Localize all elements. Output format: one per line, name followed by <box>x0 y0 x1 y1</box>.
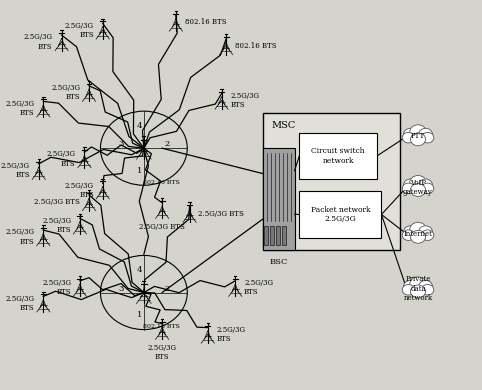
Text: BSC: BSC <box>269 258 288 266</box>
Text: 1: 1 <box>136 167 142 175</box>
Circle shape <box>402 230 415 240</box>
Circle shape <box>403 128 417 140</box>
Text: 2.5G/3G BTS: 2.5G/3G BTS <box>139 223 185 231</box>
Text: Packet network
2.5G/3G: Packet network 2.5G/3G <box>310 206 370 223</box>
Circle shape <box>421 183 434 193</box>
Circle shape <box>411 184 426 197</box>
Bar <box>263 148 295 250</box>
Text: 3: 3 <box>118 140 124 148</box>
Circle shape <box>421 285 434 295</box>
Text: 2.5G/3G
BTS: 2.5G/3G BTS <box>65 181 94 199</box>
Text: 2.5G/3G
BTS: 2.5G/3G BTS <box>244 279 273 296</box>
Circle shape <box>403 226 417 238</box>
Text: 2.5G/3G BTS: 2.5G/3G BTS <box>199 209 244 218</box>
Text: 2.5G/3G
BTS: 2.5G/3G BTS <box>230 92 259 109</box>
Circle shape <box>402 285 415 295</box>
Circle shape <box>410 125 426 139</box>
Circle shape <box>402 132 415 143</box>
Circle shape <box>403 179 417 191</box>
Circle shape <box>410 277 426 291</box>
Bar <box>276 226 280 245</box>
Circle shape <box>411 133 426 146</box>
Text: 2.5G/3G
BTS: 2.5G/3G BTS <box>5 294 34 312</box>
Text: 2.5G/3G
BTS: 2.5G/3G BTS <box>5 99 34 117</box>
Bar <box>299 191 381 238</box>
Text: 2.5G/3G
BTS: 2.5G/3G BTS <box>47 150 76 168</box>
Bar <box>299 133 377 179</box>
Text: 2.5G/3G
BTS: 2.5G/3G BTS <box>5 228 34 246</box>
Text: 2.5G/3G
BTS: 2.5G/3G BTS <box>217 326 246 343</box>
Text: MSC: MSC <box>272 121 296 130</box>
Circle shape <box>402 183 415 193</box>
Text: 2.5G/3G
BTS: 2.5G/3G BTS <box>42 279 71 296</box>
Text: Internet: Internet <box>403 230 432 238</box>
Text: 2.5G/3G
BTS: 2.5G/3G BTS <box>1 162 30 179</box>
Circle shape <box>421 132 434 143</box>
Circle shape <box>419 280 432 292</box>
Text: 2.5G/3G BTS: 2.5G/3G BTS <box>34 198 80 206</box>
Text: 2.5G/3G
BTS: 2.5G/3G BTS <box>51 84 80 101</box>
Text: 2.5G/3G
BTS: 2.5G/3G BTS <box>24 33 53 51</box>
Text: 1: 1 <box>136 311 142 319</box>
Text: 802.16 BTS: 802.16 BTS <box>235 42 277 50</box>
Text: PTT: PTT <box>411 133 425 140</box>
Text: Private
data
network: Private data network <box>403 275 432 302</box>
Circle shape <box>411 285 426 298</box>
Circle shape <box>403 280 417 292</box>
Circle shape <box>419 179 432 191</box>
Circle shape <box>410 222 426 236</box>
Text: 2.5G/3G
BTS: 2.5G/3G BTS <box>65 21 94 39</box>
Bar <box>264 226 268 245</box>
Text: 3: 3 <box>118 285 124 292</box>
Circle shape <box>421 230 434 240</box>
Text: 4: 4 <box>136 266 142 274</box>
Bar <box>263 113 400 250</box>
Text: 2.5G/3G
BTS: 2.5G/3G BTS <box>147 344 176 361</box>
Text: VoIP
gateway: VoIP gateway <box>403 179 433 196</box>
Text: 802.16 BTS: 802.16 BTS <box>143 180 180 185</box>
Text: 4: 4 <box>136 122 142 129</box>
Circle shape <box>411 230 426 243</box>
Bar <box>270 226 274 245</box>
Bar <box>281 226 286 245</box>
Text: 802.16 BTS: 802.16 BTS <box>143 324 180 330</box>
Circle shape <box>419 128 432 140</box>
Text: 2: 2 <box>164 140 169 148</box>
Circle shape <box>410 176 426 190</box>
Circle shape <box>419 226 432 238</box>
Text: 2.5G/3G
BTS: 2.5G/3G BTS <box>42 216 71 234</box>
Text: 2: 2 <box>164 285 169 292</box>
Text: Circuit switch
network: Circuit switch network <box>311 147 365 165</box>
Text: 802.16 BTS: 802.16 BTS <box>185 18 227 27</box>
